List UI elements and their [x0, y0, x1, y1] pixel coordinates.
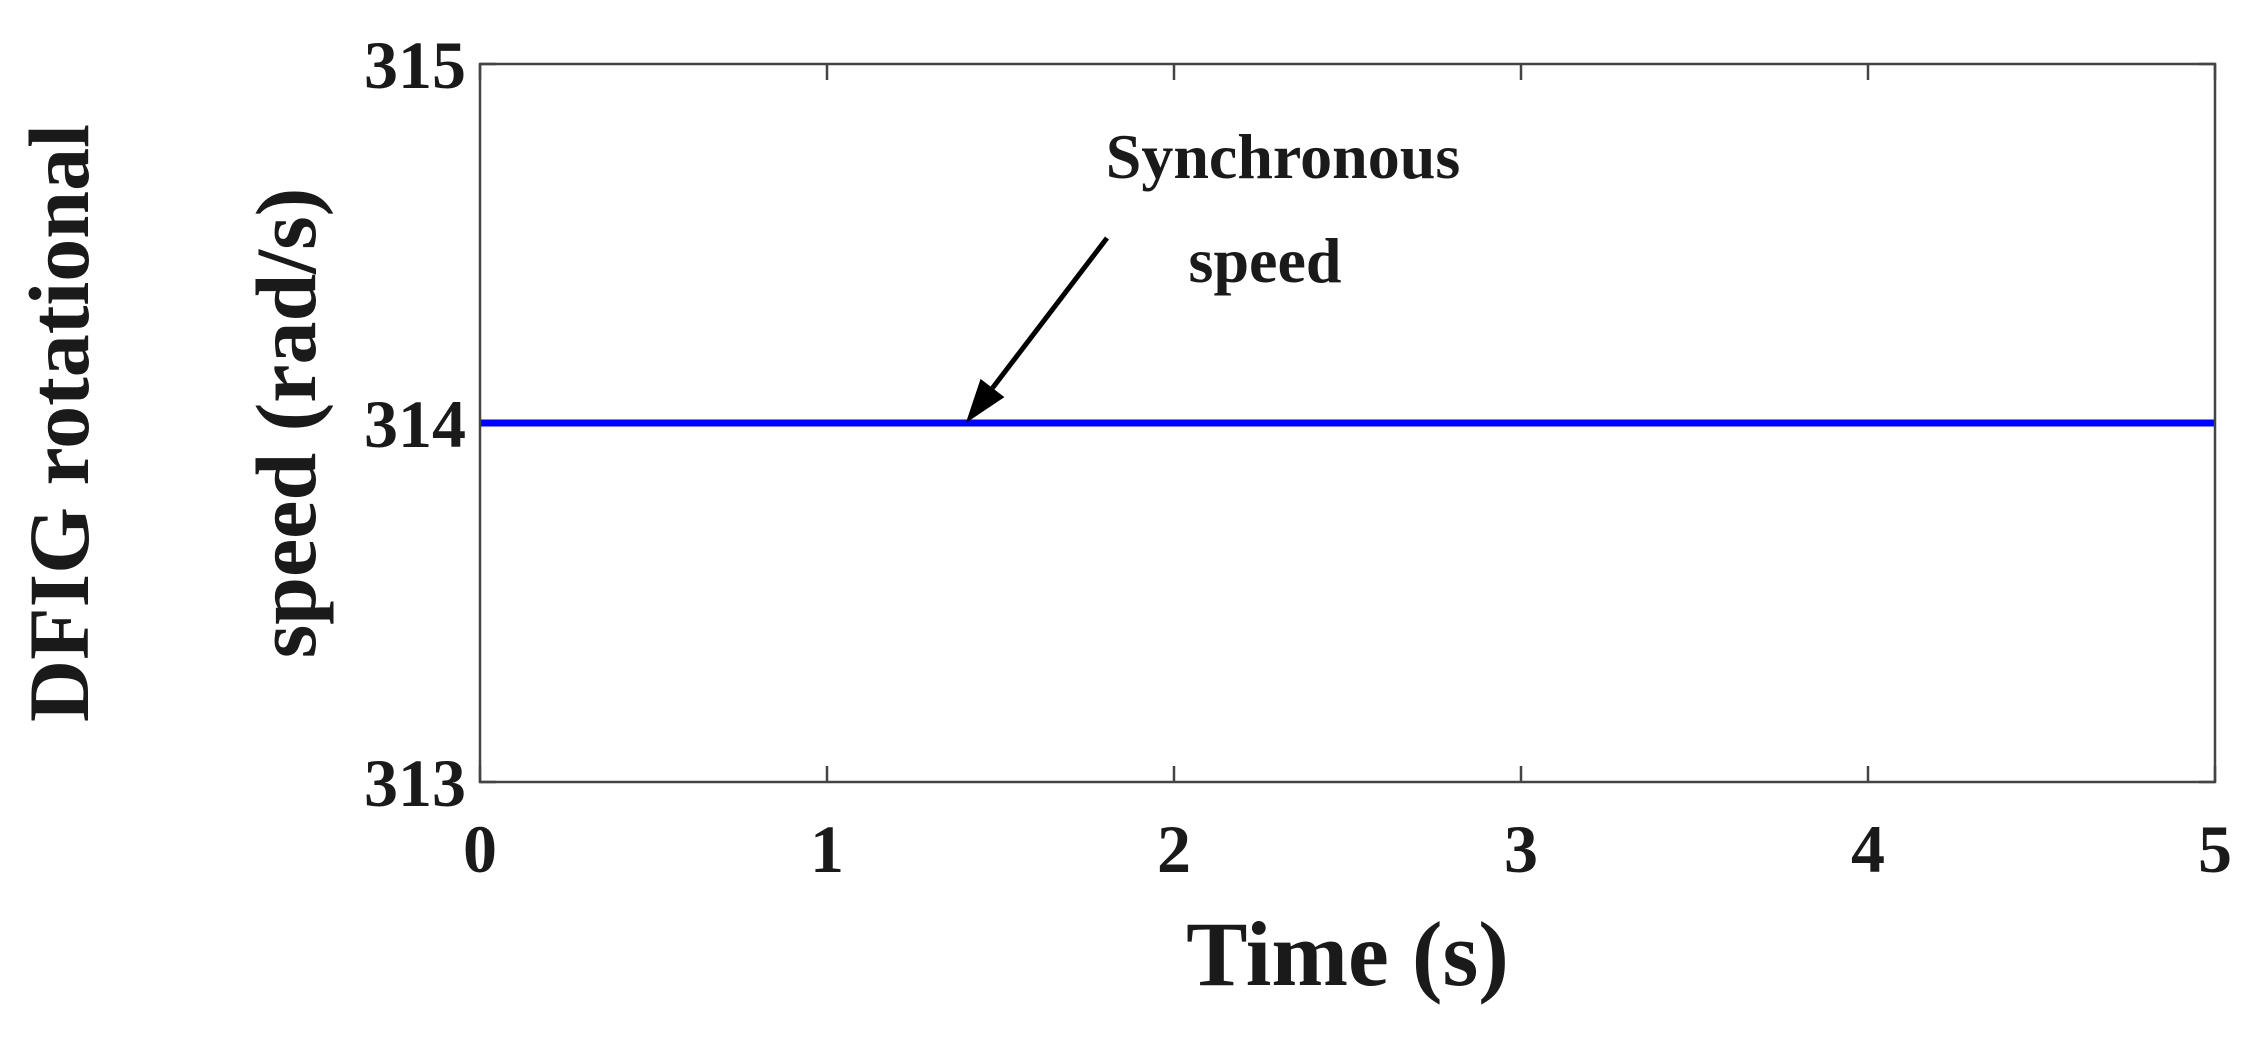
- x-tick-label: 2: [1157, 811, 1191, 887]
- y-axis-label-line2: speed (rad/s): [238, 188, 334, 659]
- annotation-synchronous-speed: Synchronous speed: [965, 121, 1461, 423]
- plot-area-frame: [478, 62, 2217, 784]
- y-tick-label: 314: [364, 386, 466, 462]
- x-tick-label: 4: [1851, 811, 1885, 887]
- x-tick-label: 3: [1504, 811, 1538, 887]
- annotation-arrowhead: [965, 378, 1005, 423]
- y-axis-label: DFIG rotational speed (rad/s): [11, 124, 334, 722]
- annotation-arrow: [990, 236, 1109, 390]
- x-tick-label: 0: [463, 811, 497, 887]
- y-tick-label: 313: [364, 745, 466, 821]
- x-axis-label: Time (s): [1186, 903, 1509, 1005]
- y-tick-label: 315: [364, 27, 466, 103]
- x-tick-label: 5: [2198, 811, 2232, 887]
- y-axis-label-line1: DFIG rotational: [11, 124, 107, 722]
- annotation-text-line1: Synchronous: [1106, 121, 1461, 192]
- annotation-text-line2: speed: [1189, 225, 1342, 296]
- x-tick-label: 1: [810, 811, 844, 887]
